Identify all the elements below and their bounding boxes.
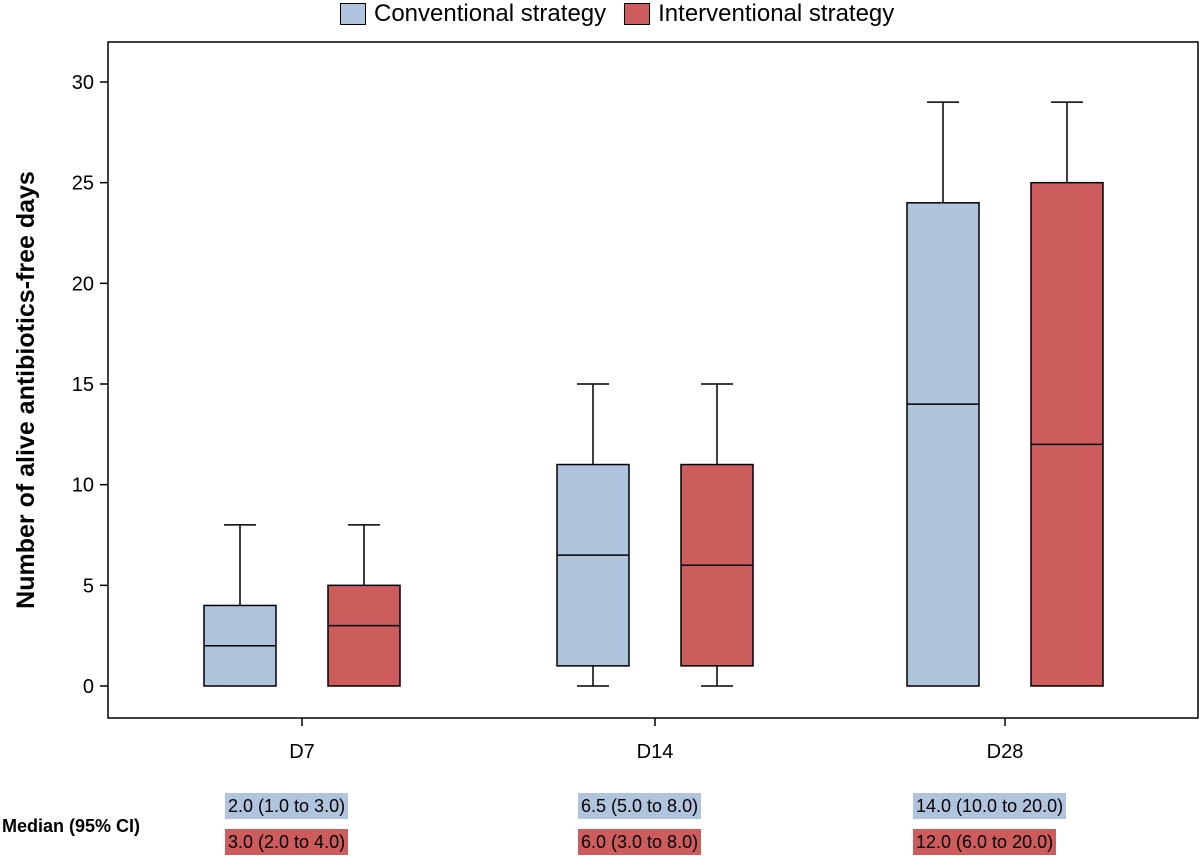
y-tick-label-20: 20: [72, 273, 94, 295]
median-conventional-d7: 2.0 (1.0 to 3.0): [225, 793, 349, 819]
median-interventional-d7: 3.0 (2.0 to 4.0): [225, 829, 349, 855]
y-tick-label-0: 0: [83, 676, 94, 698]
x-tick-label-d28: D28: [987, 741, 1024, 763]
y-tick-label-25: 25: [72, 173, 94, 195]
x-tick-label-d14: D14: [637, 741, 674, 763]
y-tick-label-10: 10: [72, 475, 94, 497]
y-tick-label-15: 15: [72, 374, 94, 396]
median-conventional-d14: 6.5 (5.0 to 8.0): [578, 793, 702, 819]
y-tick-label-5: 5: [83, 575, 94, 597]
legend: Conventional strategy Interventional str…: [340, 0, 894, 28]
median-interventional-d28: 12.0 (6.0 to 20.0): [913, 829, 1057, 855]
interventional-d28-box: [1030, 181, 1104, 687]
y-tick-label-30: 30: [72, 72, 94, 94]
median-table-title: Median (95% CI): [2, 816, 141, 836]
plot-frame: [107, 41, 1199, 719]
conventional-d14-box: [556, 463, 630, 667]
median-interventional-d14: 6.0 (3.0 to 8.0): [578, 829, 702, 855]
legend-label-interventional: Interventional strategy: [658, 0, 895, 27]
legend-swatch-conventional: [340, 3, 366, 25]
x-tick-label-d7: D7: [289, 741, 315, 763]
legend-item-interventional: Interventional strategy: [624, 0, 894, 28]
legend-swatch-interventional: [624, 3, 651, 25]
legend-item-conventional: Conventional strategy: [340, 0, 606, 28]
conventional-d28-box: [906, 202, 980, 687]
interventional-d7-box: [327, 584, 401, 687]
median-conventional-d28: 14.0 (10.0 to 20.0): [913, 793, 1067, 819]
legend-label-conventional: Conventional strategy: [374, 0, 607, 27]
